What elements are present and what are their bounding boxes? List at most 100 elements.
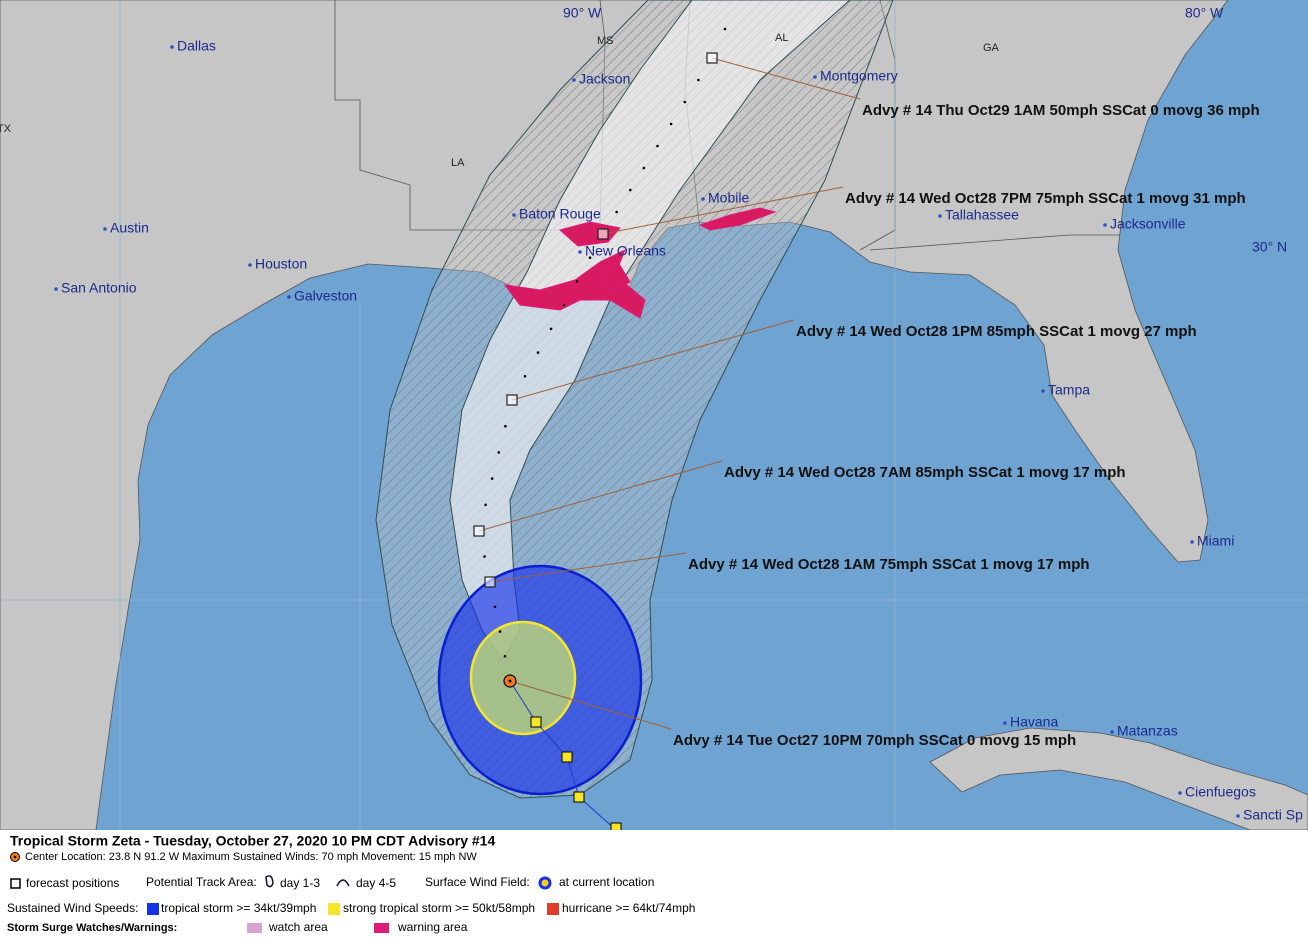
- leader-line: [602, 186, 844, 235]
- city-dot: [1103, 223, 1107, 227]
- legend-title: Tropical Storm Zeta - Tuesday, October 2…: [10, 833, 495, 849]
- warning-swatch: [374, 923, 389, 933]
- legend-track-area: Potential Track Area:: [146, 875, 257, 889]
- sts-swatch: [328, 903, 340, 915]
- meridian-label: 80° W: [1185, 5, 1224, 21]
- city-dot: [1003, 721, 1007, 725]
- city-dot: [938, 214, 942, 218]
- leader-line: [509, 680, 672, 730]
- city-dot: [701, 197, 705, 201]
- city-label: Montgomery: [820, 68, 898, 84]
- state-label: AL: [775, 32, 788, 44]
- city-dot: [1178, 791, 1182, 795]
- city-label: Jacksonville: [1110, 216, 1186, 232]
- city-dot: [578, 250, 582, 254]
- advisory-label: Advy # 14 Wed Oct28 1PM 85mph SSCat 1 mo…: [796, 323, 1197, 340]
- current-center-dot: [508, 679, 512, 683]
- track-dot: [683, 100, 687, 104]
- surge-warning: [698, 207, 777, 231]
- state-label: LA: [451, 157, 465, 169]
- city-label: Sancti Sp: [1243, 807, 1303, 823]
- ts-swatch: [147, 903, 159, 915]
- track-dot: [697, 78, 700, 82]
- surge-warning: [597, 261, 631, 293]
- city-label: Miami: [1197, 533, 1234, 549]
- legend-warning: warning area: [397, 920, 468, 934]
- legend: Tropical Storm Zeta - Tuesday, October 2…: [0, 830, 1308, 940]
- legend-wind-speeds: Sustained Wind Speeds:: [7, 901, 138, 915]
- leader-line: [711, 57, 861, 100]
- track-dot: [497, 451, 501, 454]
- city-label: Matanzas: [1117, 723, 1178, 739]
- prior-position: [561, 751, 573, 763]
- city-dot: [54, 287, 58, 291]
- day13-icon: [265, 875, 274, 888]
- track-dot: [642, 166, 646, 170]
- track-dot: [504, 424, 507, 428]
- forecast-position: [706, 52, 718, 64]
- city-label: Baton Rouge: [519, 206, 601, 222]
- track-dot: [493, 605, 497, 609]
- land-layer: [0, 0, 1308, 831]
- advisory-label: Advy # 14 Wed Oct28 1AM 75mph SSCat 1 mo…: [688, 556, 1090, 573]
- city-label: New Orleans: [585, 243, 666, 259]
- watch-swatch: [247, 923, 262, 933]
- center-icon-dot: [13, 855, 17, 859]
- legend-day13: day 1-3: [280, 876, 320, 890]
- advisory-label: Advy # 14 Wed Oct28 7PM 75mph SSCat 1 mo…: [845, 190, 1246, 207]
- state-label: TX: [0, 123, 12, 135]
- city-dot: [248, 263, 252, 267]
- track-dot: [498, 630, 502, 633]
- cuba: [929, 727, 1308, 831]
- legend-details: Center Location: 23.8 N 91.2 W Maximum S…: [25, 851, 477, 863]
- track-dot: [615, 210, 618, 214]
- forecast-position: [484, 576, 496, 588]
- city-label: Austin: [110, 220, 149, 236]
- city-label: Tallahassee: [945, 207, 1019, 223]
- city-label: San Antonio: [61, 280, 137, 296]
- state-border: [869, 234, 1120, 251]
- storm-layer: [375, 0, 894, 834]
- legend-day45: day 4-5: [356, 876, 396, 890]
- city-label: Havana: [1010, 714, 1058, 730]
- legend-current: at current location: [559, 875, 654, 889]
- legend-wind-field: Surface Wind Field:: [425, 875, 530, 889]
- forecast-position: [473, 525, 485, 537]
- legend-hu: hurricane >= 64kt/74mph: [562, 901, 695, 915]
- legend-panel: [0, 830, 1308, 940]
- legend-watch: watch area: [268, 920, 328, 934]
- legend-ts: tropical storm >= 34kt/39mph: [161, 901, 316, 915]
- surge-warning: [558, 221, 621, 247]
- sts-wind-field: [469, 620, 577, 736]
- legend-sts: strong tropical storm >= 50kt/58mph: [343, 901, 535, 915]
- prior-position: [573, 791, 585, 803]
- state-label: GA: [983, 42, 1000, 54]
- track-dot: [656, 144, 659, 148]
- track-dot: [523, 374, 527, 378]
- track-dot: [484, 503, 487, 507]
- track-dot: [575, 280, 579, 283]
- city-dot: [813, 75, 817, 79]
- city-label: Mobile: [708, 190, 749, 206]
- city-dot: [103, 227, 107, 231]
- city-label: Cienfuegos: [1185, 784, 1256, 800]
- meridian-label: 90° W: [563, 5, 602, 21]
- leader-line: [489, 552, 687, 583]
- city-dot: [170, 45, 174, 49]
- city-dot: [287, 295, 291, 299]
- city-dot: [1041, 389, 1045, 393]
- track-dot: [536, 351, 540, 354]
- track-dot: [723, 27, 727, 31]
- city-label: Tampa: [1048, 382, 1090, 398]
- forecast-position: [506, 394, 518, 406]
- track-dot: [669, 122, 673, 126]
- city-dot: [572, 78, 576, 82]
- city-dot: [1190, 540, 1194, 544]
- city-label: Galveston: [294, 288, 357, 304]
- label-layer: Advy # 14 Thu Oct29 1AM 50mph SSCat 0 mo…: [0, 5, 1303, 823]
- city-dot: [512, 213, 516, 217]
- forecast-icon: [10, 878, 21, 889]
- track-dot: [562, 303, 566, 307]
- track-dot: [483, 555, 486, 558]
